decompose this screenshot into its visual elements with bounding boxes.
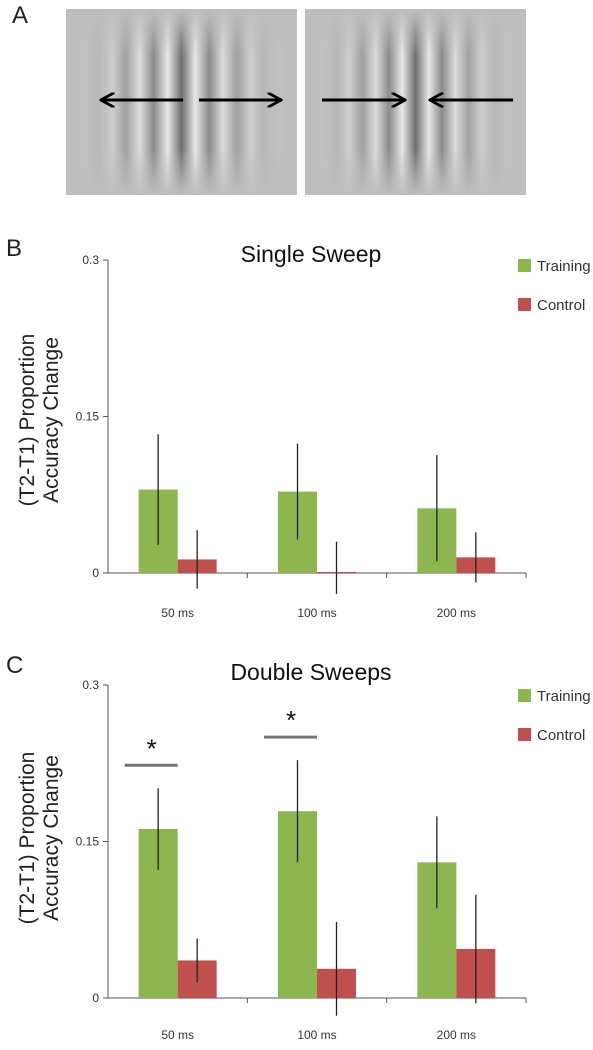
legend-label-training: Training (537, 258, 591, 275)
y-axis-label-line2: Accuracy Change (40, 337, 63, 503)
chart-title: Double Sweeps (230, 659, 391, 685)
legend-swatch-training (518, 689, 531, 702)
panel-letter-c: C (6, 652, 24, 679)
legend-label-training: Training (537, 688, 591, 705)
legend-swatch-control (518, 298, 531, 311)
stimulus-panel (66, 9, 526, 195)
x-tick-label: 200 ms (437, 606, 476, 620)
panel-letter-a: A (12, 2, 29, 29)
panel-letter-b: B (6, 235, 23, 262)
chart-title: Single Sweep (241, 241, 382, 267)
y-tick-label: 0.3 (82, 678, 99, 692)
legend: Training Control (518, 258, 591, 314)
stimulus-left-image (66, 9, 297, 195)
significance-star: * (147, 733, 157, 763)
legend-swatch-control (518, 728, 531, 741)
chart-double-sweeps: Double Sweeps (T2-T1) Proportion Accurac… (16, 659, 591, 1042)
stimulus-right-image (305, 9, 526, 195)
y-tick-label: 0 (92, 991, 99, 1005)
legend-label-control: Control (537, 297, 585, 314)
chart-single-sweep: Single Sweep (T2-T1) Proportion Accuracy… (16, 241, 591, 620)
y-tick-label: 0.15 (76, 410, 100, 424)
legend: Training Control (518, 688, 591, 744)
x-tick-label: 50 ms (161, 1028, 194, 1042)
plot-area: 0 0.15 0.3 50 ms 100 ms 200 ms * * (76, 678, 527, 1042)
y-axis-label-line1: (T2-T1) Proportion (16, 752, 39, 925)
x-tick-label: 200 ms (437, 1028, 476, 1042)
y-tick-label: 0.15 (76, 835, 100, 849)
legend-swatch-training (518, 259, 531, 272)
y-tick-label: 0.3 (82, 253, 99, 267)
legend-label-control: Control (537, 727, 585, 744)
plot-area: 0 0.15 0.3 50 ms 100 ms 200 ms (76, 253, 527, 620)
x-tick-label: 100 ms (297, 606, 336, 620)
x-tick-label: 100 ms (297, 1028, 336, 1042)
y-tick-label: 0 (92, 566, 99, 580)
y-axis-label-line1: (T2-T1) Proportion (16, 334, 39, 507)
y-axis-label-line2: Accuracy Change (40, 755, 63, 921)
significance-star: * (286, 705, 296, 735)
x-tick-label: 50 ms (161, 606, 194, 620)
